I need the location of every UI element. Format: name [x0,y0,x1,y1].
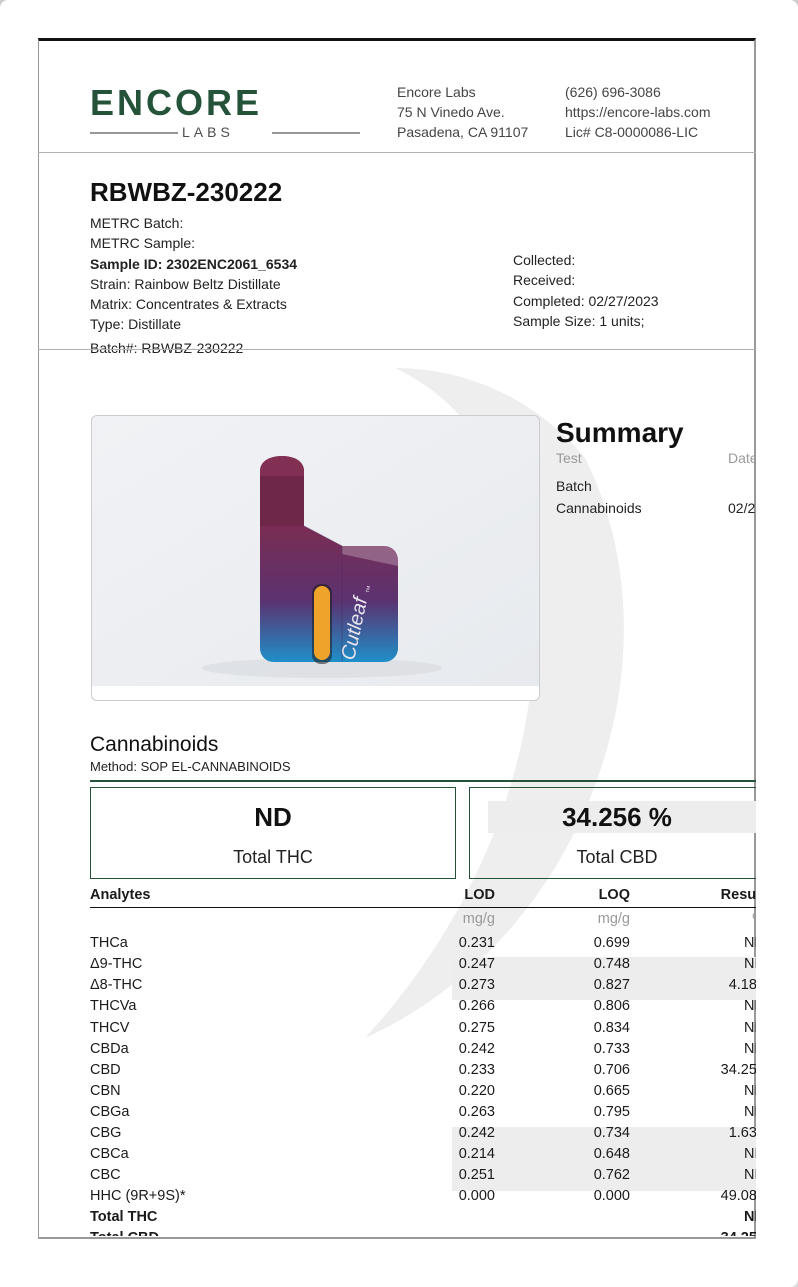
svg-text:ENCORE: ENCORE [90,82,262,123]
svg-text:LABS: LABS [182,124,234,140]
